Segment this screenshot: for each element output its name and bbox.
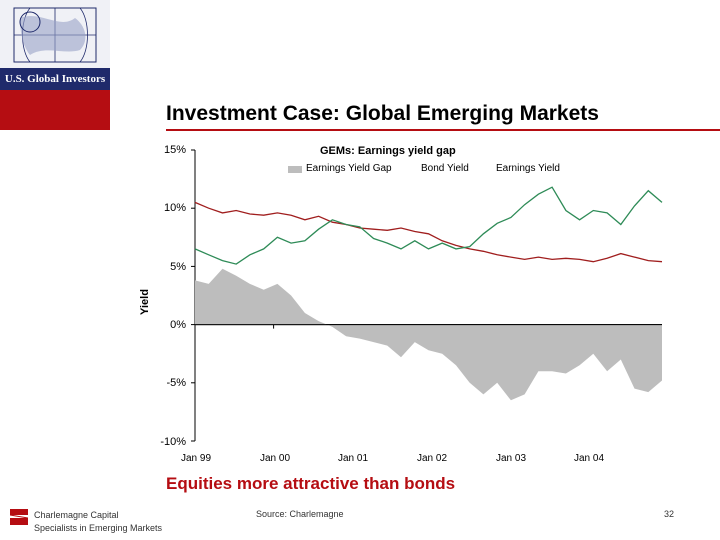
page-title: Investment Case: Global Emerging Markets (166, 102, 599, 125)
earnings-yield-line (194, 186, 663, 265)
x-tick-label: Jan 03 (496, 453, 527, 464)
y-tick-label: 10% (163, 202, 186, 214)
x-tick-label: Jan 00 (260, 453, 291, 464)
title-divider (166, 129, 720, 131)
x-tick-label: Jan 02 (417, 453, 448, 464)
bond-yield-line (194, 201, 663, 263)
legend-label-bond: Bond Yield (421, 163, 469, 174)
y-tick-label: -10% (160, 436, 186, 448)
chart-title: GEMs: Earnings yield gap (320, 145, 456, 157)
brand-band (0, 90, 110, 130)
x-tick-label: Jan 04 (574, 453, 605, 464)
charlemagne-logo-icon (10, 509, 28, 525)
footer-company: Charlemagne Capital Specialists in Emerg… (34, 509, 162, 535)
source-note: Source: Charlemagne (256, 509, 344, 519)
slide-subtitle: Equities more attractive than bonds (166, 474, 456, 493)
legend-label-gap: Earnings Yield Gap (306, 163, 392, 174)
y-tick-label: 15% (163, 144, 186, 156)
earnings-yield-gap-area (195, 268, 662, 401)
footer-company-name: Charlemagne Capital (34, 510, 119, 520)
y-tick-label: 0% (170, 319, 186, 331)
legend-label-earnings: Earnings Yield (496, 163, 560, 174)
legend-swatch-gap (288, 166, 302, 173)
x-tick-label: Jan 99 (181, 453, 212, 464)
x-tick-label: Jan 01 (338, 453, 369, 464)
logo-text: U.S. Global Investors (0, 68, 110, 90)
globe-logo-icon (0, 0, 110, 68)
y-tick-label: 5% (170, 261, 186, 273)
y-tick-label: -5% (166, 377, 186, 389)
page-number: 32 (664, 509, 675, 519)
company-logo (0, 0, 110, 90)
footer-company-tagline: Specialists in Emerging Markets (34, 523, 163, 533)
